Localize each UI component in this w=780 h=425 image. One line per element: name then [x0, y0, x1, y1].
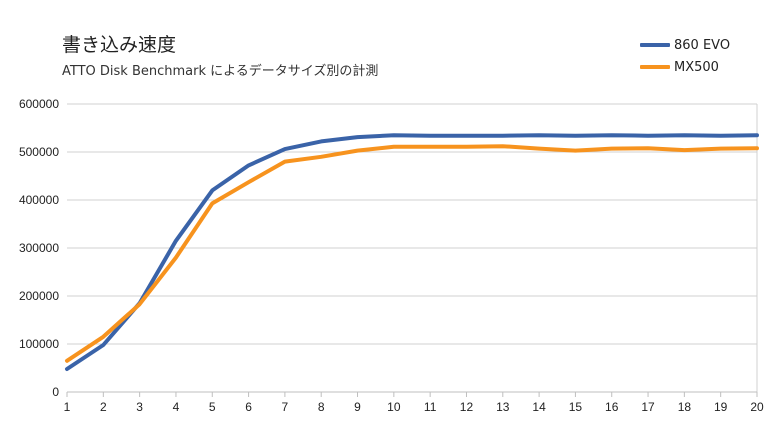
series-line-mx500	[65, 144, 759, 363]
x-tick-label-16: 16	[605, 400, 619, 414]
x-tick-label-2: 2	[100, 400, 107, 414]
x-tick-label-8: 8	[318, 400, 325, 414]
legend-swatch-mx500	[640, 65, 670, 69]
x-tick-label-9: 9	[354, 400, 361, 414]
x-tick-label-7: 7	[282, 400, 289, 414]
x-tick-label-18: 18	[678, 400, 692, 414]
x-tick-label-1: 1	[64, 400, 71, 414]
x-tick-label-12: 12	[460, 400, 474, 414]
legend-item-mx500: MX500	[640, 56, 730, 78]
y-tick-label-300000: 300000	[19, 241, 59, 255]
y-tick-label-600000: 600000	[19, 97, 59, 111]
y-tick-label-100000: 100000	[19, 337, 59, 351]
y-tick-label-400000: 400000	[19, 193, 59, 207]
x-tick-label-11: 11	[424, 400, 437, 414]
x-tick-label-10: 10	[387, 400, 401, 414]
legend-label-860-evo: 860 EVO	[674, 37, 731, 53]
series-line-860-evo	[65, 133, 759, 371]
x-tick-label-5: 5	[209, 400, 216, 414]
x-tick-label-19: 19	[714, 400, 728, 414]
y-tick-label-200000: 200000	[19, 289, 59, 303]
legend-swatch-860-evo	[640, 43, 670, 47]
legend-label-mx500: MX500	[674, 59, 719, 75]
chart-subtitle: ATTO Disk Benchmark によるデータサイズ別の計測	[62, 64, 379, 79]
x-tick-label-4: 4	[173, 400, 180, 414]
x-tick-label-3: 3	[136, 400, 143, 414]
x-tick-label-15: 15	[569, 400, 583, 414]
x-tick-label-14: 14	[532, 400, 546, 414]
x-tick-label-13: 13	[496, 400, 510, 414]
x-tick-label-20: 20	[750, 400, 764, 414]
x-tick-label-6: 6	[245, 400, 252, 414]
chart-title: 書き込み速度	[62, 34, 177, 56]
y-tick-label-0: 0	[52, 385, 59, 399]
x-tick-label-17: 17	[641, 400, 655, 414]
legend-item-860-evo: 860 EVO	[640, 34, 730, 56]
y-tick-label-500000: 500000	[19, 145, 59, 159]
chart-legend: 860 EVO MX500	[640, 34, 730, 78]
